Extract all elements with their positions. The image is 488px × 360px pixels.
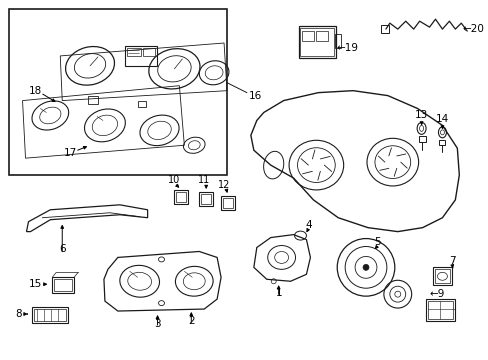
Bar <box>52 277 74 293</box>
Bar <box>223 198 232 208</box>
Bar <box>199 192 213 206</box>
Text: 14: 14 <box>435 114 448 125</box>
Bar <box>126 48 141 56</box>
Text: 13: 13 <box>414 111 427 121</box>
Text: 10: 10 <box>168 175 180 185</box>
Bar <box>88 96 98 104</box>
Text: 2: 2 <box>187 316 194 326</box>
Bar <box>176 192 186 202</box>
Text: 1: 1 <box>275 288 282 298</box>
Ellipse shape <box>362 264 368 270</box>
Bar <box>201 194 211 204</box>
Text: 18: 18 <box>29 86 42 96</box>
Text: 7: 7 <box>448 256 455 266</box>
Text: 12: 12 <box>218 180 230 190</box>
Text: 3: 3 <box>154 319 161 329</box>
Bar <box>142 48 154 56</box>
Text: 15: 15 <box>29 279 42 289</box>
Bar <box>138 100 145 107</box>
Bar <box>34 309 66 321</box>
Bar <box>221 196 235 210</box>
Text: 5: 5 <box>374 237 381 247</box>
Bar <box>427 301 452 319</box>
Text: 11: 11 <box>198 175 210 185</box>
Text: ←20: ←20 <box>461 24 483 34</box>
Bar <box>432 267 451 285</box>
Bar <box>425 299 454 321</box>
Text: 16: 16 <box>248 91 262 100</box>
Text: 8: 8 <box>15 309 22 319</box>
Bar <box>54 279 72 291</box>
Text: ←19: ←19 <box>336 43 358 53</box>
Bar <box>298 26 336 58</box>
Text: 17: 17 <box>63 148 77 158</box>
Bar <box>124 46 156 66</box>
Bar <box>32 307 68 323</box>
Text: 6: 6 <box>59 244 65 255</box>
Bar <box>439 140 445 145</box>
Text: ←9: ←9 <box>428 289 444 299</box>
Bar <box>174 190 188 204</box>
Bar <box>300 28 334 56</box>
Bar <box>335 34 341 48</box>
Bar <box>316 31 327 41</box>
Bar <box>9 9 226 175</box>
Text: 4: 4 <box>305 220 311 230</box>
Bar <box>302 31 314 41</box>
Bar <box>380 25 388 33</box>
Bar <box>418 136 425 142</box>
Bar <box>434 269 449 283</box>
